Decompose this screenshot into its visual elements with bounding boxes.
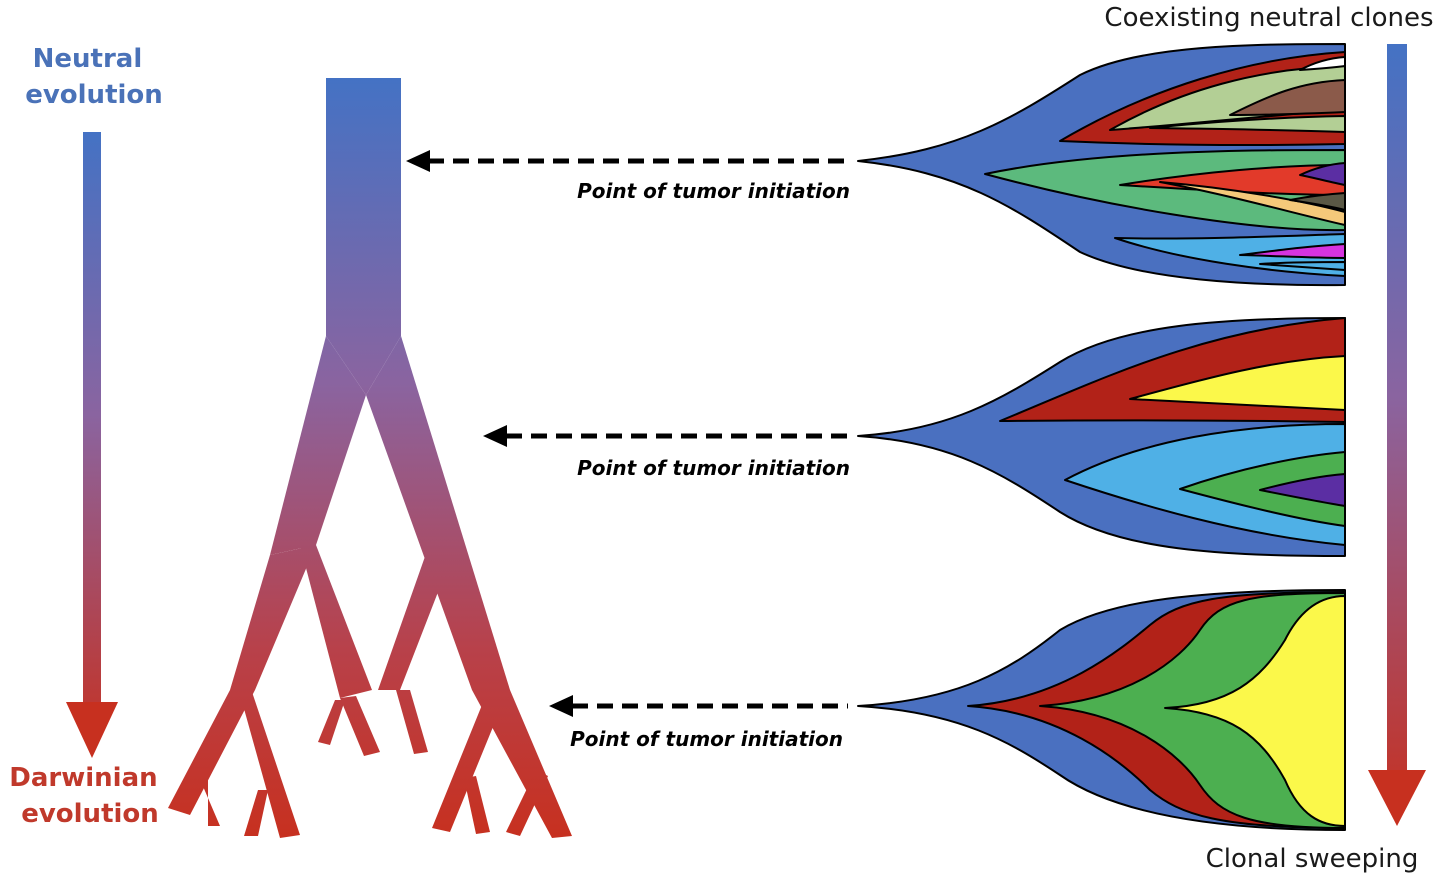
fishplot-sweeping [857, 589, 1346, 831]
initiation-arrow-top [406, 150, 848, 172]
clonal-sweeping-label: Clonal sweeping [1206, 844, 1419, 874]
initiation-label-top: Point of tumor initiation [577, 179, 850, 203]
initiation-label-bottom: Point of tumor initiation [570, 727, 843, 751]
neutral-evolution-label: Neutral evolution [25, 44, 163, 110]
darwinian-evolution-label: Darwinian evolution [9, 763, 166, 829]
right-sweeping-arrow [1368, 44, 1426, 826]
coexisting-clones-label: Coexisting neutral clones [1104, 3, 1433, 33]
left-evolution-arrow [66, 132, 118, 758]
initiation-label-middle: Point of tumor initiation [577, 456, 850, 480]
initiation-arrow-middle [483, 425, 848, 447]
fishplot-intermediate [857, 317, 1346, 557]
fishplot-neutral [857, 43, 1346, 287]
initiation-arrow-bottom [549, 695, 848, 717]
phylogenetic-tree [168, 78, 572, 838]
